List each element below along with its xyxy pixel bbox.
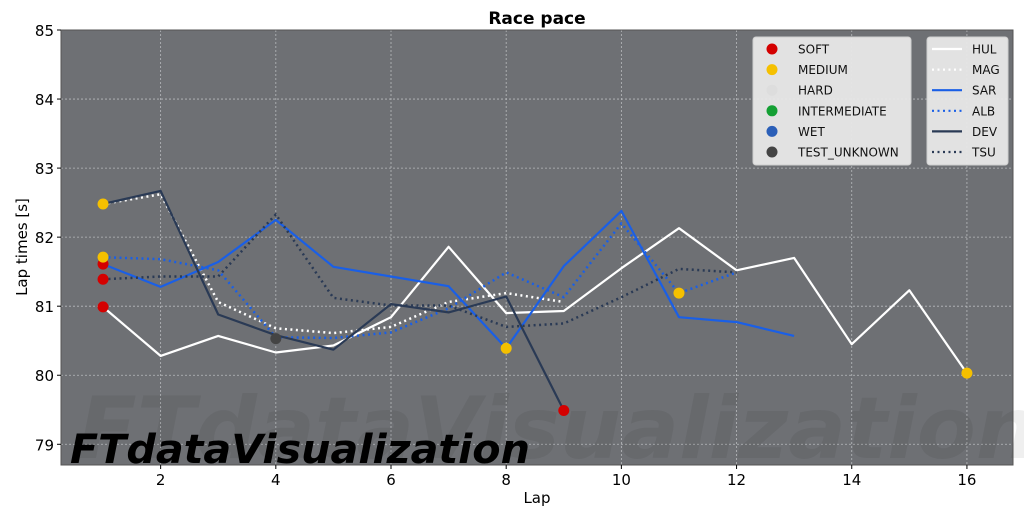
compound-marker-medium <box>500 342 512 354</box>
series-line-sar <box>102 209 795 350</box>
legend-label-test_unknown: TEST_UNKNOWN <box>797 146 899 160</box>
legend-dot-intermediate <box>766 105 778 117</box>
x-tick-label: 12 <box>727 471 746 489</box>
y-tick-label: 85 <box>35 22 54 40</box>
series-line-tsu <box>102 213 737 329</box>
compound-markers <box>97 198 973 416</box>
legend-label-hul: HUL <box>972 43 997 57</box>
watermark-large: FTdataVisualization <box>78 379 1024 479</box>
legend-label-medium: MEDIUM <box>798 63 848 77</box>
compound-marker-test_unknown <box>270 333 282 345</box>
x-tick-label: 10 <box>612 471 631 489</box>
watermark: FTdataVisualization <box>78 379 1024 479</box>
compound-marker-soft <box>97 301 109 313</box>
legend-label-intermediate: INTERMEDIATE <box>798 104 887 118</box>
x-tick-label: 4 <box>271 471 281 489</box>
y-axis-label: Lap times [s] <box>13 198 31 296</box>
legend-dot-hard <box>766 84 778 96</box>
watermark-bold: FTdataVisualization <box>70 427 530 473</box>
legend-label-sar: SAR <box>972 84 996 98</box>
legend-label-alb: ALB <box>972 104 995 118</box>
axes: 2 4 6 8 10 12 14 16 79 80 81 82 83 84 85 <box>35 22 1014 489</box>
compound-legend-box <box>752 36 912 166</box>
x-tick-label: 16 <box>957 471 976 489</box>
y-tick-label: 83 <box>35 160 54 178</box>
compound-marker-medium <box>961 367 973 379</box>
compound-legend: SOFT MEDIUM HARD INTERMEDIATE WET TEST_UNKNOW… <box>752 36 912 166</box>
x-tick-label: 14 <box>842 471 861 489</box>
legend-label-tsu: TSU <box>971 146 996 160</box>
legend-label-hard: HARD <box>798 84 833 98</box>
series-lines <box>102 189 968 411</box>
x-tick-label: 2 <box>156 471 166 489</box>
legend-label-dev: DEV <box>972 125 998 139</box>
legend-dot-medium <box>766 64 778 76</box>
legend-label-mag: MAG <box>972 63 1000 77</box>
driver-legend: HUL MAG SAR ALB DEV TSU <box>926 36 1009 166</box>
watermark-text: FTdataVisualization <box>70 427 530 473</box>
series-line-dev <box>102 189 565 411</box>
y-tick-label: 82 <box>35 229 54 247</box>
chart-title: Race pace <box>488 9 585 29</box>
y-tick-label: 80 <box>35 367 54 385</box>
series-line-alb <box>102 222 738 340</box>
x-tick-label: 8 <box>501 471 511 489</box>
x-axis-label: Lap <box>523 489 550 507</box>
plot-frame <box>60 29 1014 466</box>
compound-marker-medium <box>97 198 109 210</box>
compound-marker-medium <box>673 287 685 299</box>
y-tick-label: 84 <box>35 91 54 109</box>
legend-dot-test_unknown <box>766 146 778 158</box>
compound-marker-medium <box>97 251 109 263</box>
y-tick-label: 79 <box>35 436 54 454</box>
series-line-hul <box>102 227 968 374</box>
compound-marker-soft <box>558 404 570 416</box>
legend-label-soft: SOFT <box>798 43 830 57</box>
legend-label-wet: WET <box>798 125 825 139</box>
driver-legend-box <box>926 36 1009 166</box>
x-tick-label: 6 <box>386 471 396 489</box>
legend-dot-soft <box>766 43 778 55</box>
y-tick-label: 81 <box>35 298 54 316</box>
compound-marker-soft <box>97 273 109 285</box>
legend-dot-wet <box>766 125 778 137</box>
